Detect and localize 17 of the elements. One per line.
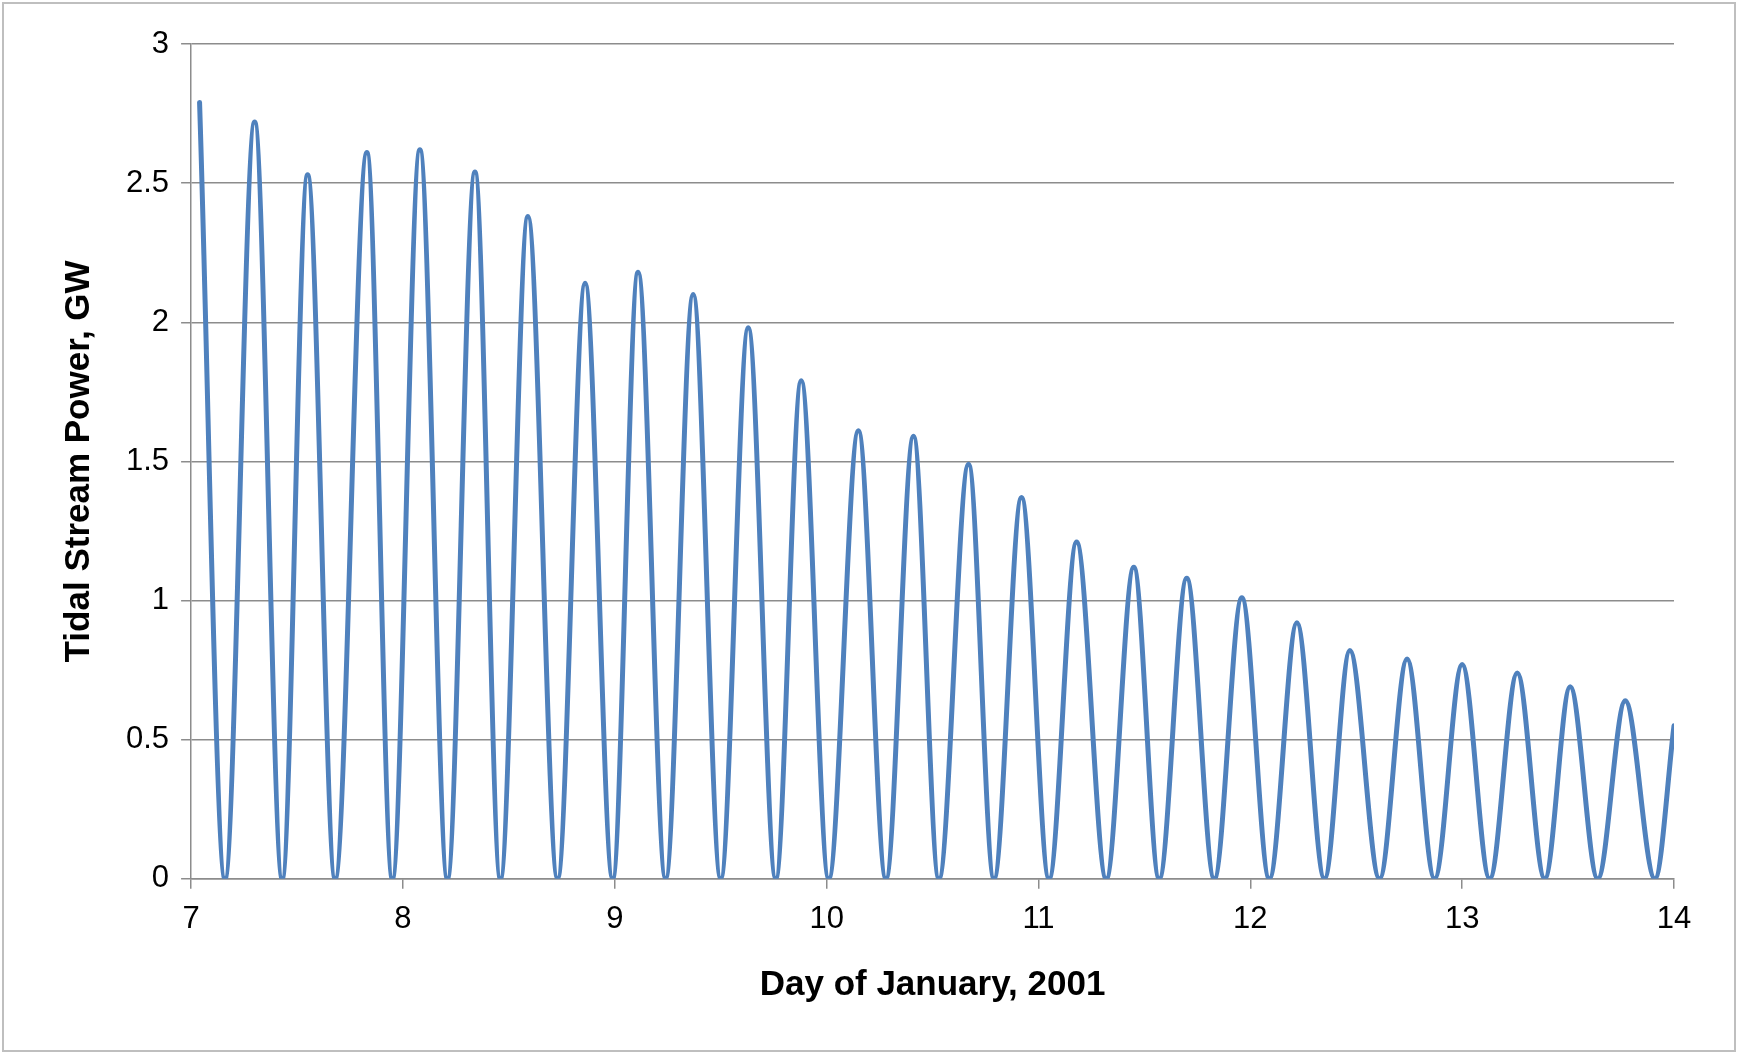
y-tick-label: 1 xyxy=(151,581,170,617)
y-tick-label: 0.5 xyxy=(125,720,170,756)
y-tick-label: 0 xyxy=(151,859,170,895)
x-axis-title: Day of January, 2001 xyxy=(759,962,1106,1002)
y-tick-label: 2 xyxy=(151,302,170,338)
x-tick-label: 9 xyxy=(606,899,624,935)
x-tick-label: 7 xyxy=(182,899,200,935)
x-tick-label: 8 xyxy=(394,899,412,935)
y-tick-label: 1.5 xyxy=(125,441,170,477)
y-tick-label: 2.5 xyxy=(125,163,170,199)
x-tick-label: 14 xyxy=(1656,899,1692,935)
x-tick-label: 13 xyxy=(1444,899,1480,935)
y-axis-title: Tidal Stream Power, GW xyxy=(56,260,96,663)
x-tick-label: 12 xyxy=(1233,899,1268,935)
x-tick-label: 11 xyxy=(1022,899,1055,935)
y-tick-label: 3 xyxy=(151,24,170,60)
x-tick-label: 10 xyxy=(809,899,844,935)
